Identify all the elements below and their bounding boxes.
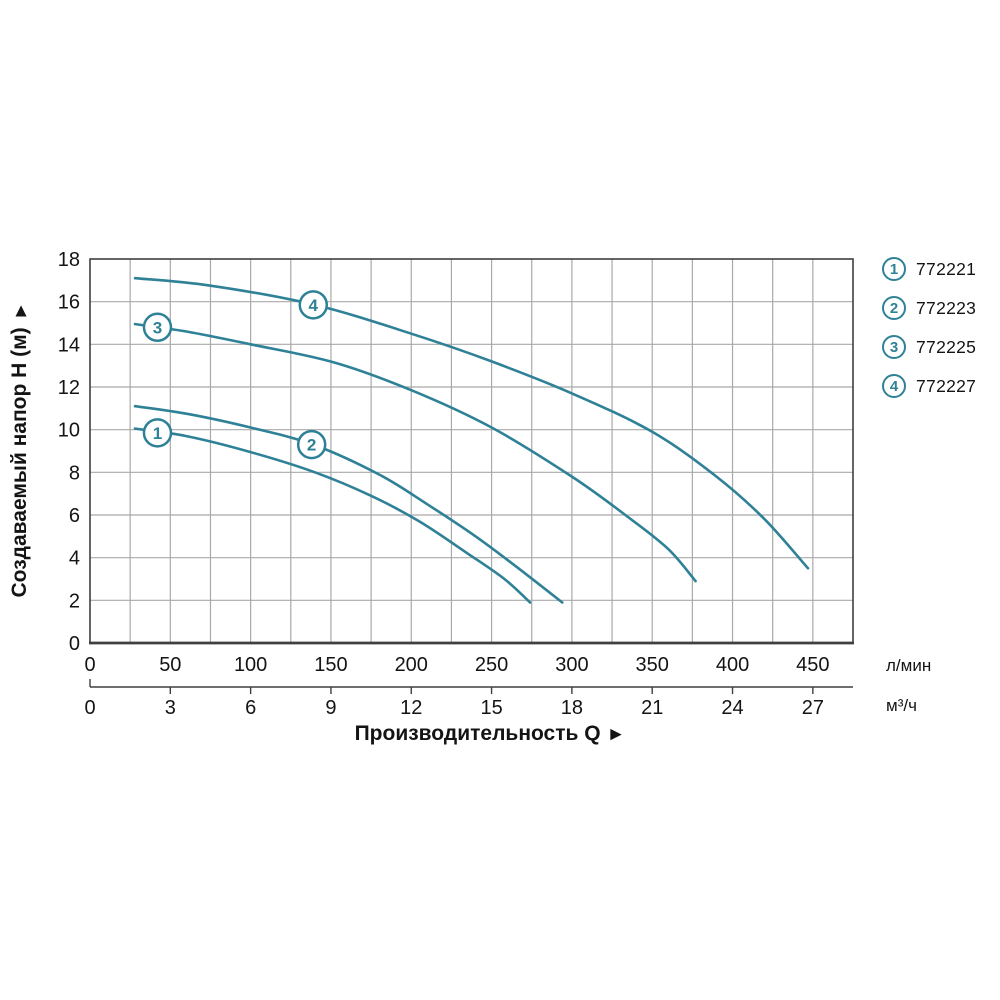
- curve-4: [133, 276, 810, 570]
- svg-text:1: 1: [153, 424, 162, 443]
- curve-badge-2: 2: [296, 429, 327, 460]
- curve-badges: 1 2 3 4: [142, 290, 329, 460]
- legend-label-2: 772223: [916, 297, 977, 318]
- legend-label-4: 772227: [916, 375, 977, 396]
- legend-label-3: 772225: [916, 336, 977, 357]
- svg-text:150: 150: [314, 654, 347, 676]
- svg-text:3: 3: [153, 318, 162, 337]
- legend-item-4: 4 772227: [882, 373, 976, 399]
- svg-text:0: 0: [69, 633, 80, 655]
- svg-text:0: 0: [84, 697, 95, 719]
- svg-text:4: 4: [309, 296, 319, 315]
- y-axis-title-text: Создаваемый напор H (м): [8, 327, 31, 598]
- curve-2: [133, 404, 564, 604]
- svg-text:10: 10: [58, 420, 80, 442]
- svg-text:8: 8: [69, 462, 80, 484]
- curves: [133, 276, 810, 604]
- legend: 1 772221 2 772223 3 772225 4 772227: [882, 256, 976, 412]
- svg-text:250: 250: [475, 654, 508, 676]
- svg-text:21: 21: [641, 697, 663, 719]
- legend-item-2: 2 772223: [882, 295, 976, 321]
- svg-text:12: 12: [400, 697, 422, 719]
- x-primary-tick-labels: 0 50 100 150 200 250 300 350 400 450: [84, 654, 829, 676]
- y-tick-labels: 0 2 4 6 8 10 12 14 16 18: [58, 249, 80, 655]
- svg-text:9: 9: [325, 697, 336, 719]
- legend-label-1: 772221: [916, 258, 977, 279]
- svg-text:24: 24: [721, 697, 743, 719]
- legend-item-1: 1 772221: [882, 256, 976, 282]
- right-arrow-icon: ►: [606, 724, 626, 745]
- svg-text:14: 14: [58, 334, 80, 356]
- x-secondary-axis: [89, 679, 853, 694]
- svg-text:50: 50: [159, 654, 181, 676]
- legend-badge-2: 2: [882, 296, 906, 320]
- curve-badge-4: 4: [298, 290, 329, 320]
- svg-text:3: 3: [165, 697, 176, 719]
- svg-text:12: 12: [58, 377, 80, 399]
- primary-unit-label: л/мин: [886, 656, 932, 675]
- svg-text:2: 2: [69, 590, 80, 612]
- y-axis-title: Создаваемый напор H (м) ▲: [8, 240, 52, 660]
- svg-text:18: 18: [561, 697, 583, 719]
- grid: [90, 259, 853, 643]
- curve-badge-1: 1: [142, 418, 173, 448]
- curve-3: [133, 322, 697, 583]
- svg-text:0: 0: [84, 654, 95, 676]
- x-axis-title: Производительность Q ►: [120, 722, 860, 746]
- curve-badge-3: 3: [142, 312, 173, 343]
- plot-border: [89, 258, 854, 645]
- curve-1: [133, 427, 532, 604]
- svg-text:300: 300: [555, 654, 588, 676]
- svg-text:18: 18: [58, 249, 80, 271]
- svg-text:27: 27: [802, 697, 824, 719]
- svg-text:6: 6: [245, 697, 256, 719]
- legend-badge-1: 1: [882, 257, 906, 281]
- legend-item-3: 3 772225: [882, 334, 976, 360]
- svg-text:100: 100: [234, 654, 267, 676]
- svg-text:2: 2: [307, 436, 316, 455]
- svg-text:400: 400: [716, 654, 749, 676]
- svg-text:15: 15: [480, 697, 502, 719]
- svg-text:6: 6: [69, 505, 80, 527]
- svg-text:350: 350: [636, 654, 669, 676]
- svg-text:200: 200: [395, 654, 428, 676]
- x-axis-title-text: Производительность Q: [354, 722, 601, 745]
- legend-badge-4: 4: [882, 374, 906, 398]
- up-arrow-icon: ▲: [11, 300, 31, 322]
- legend-badge-3: 3: [882, 335, 906, 359]
- svg-text:450: 450: [796, 654, 829, 676]
- x-secondary-tick-labels: 0 3 6 9 12 15 18 21 24 27: [84, 697, 824, 719]
- svg-text:16: 16: [58, 292, 80, 314]
- svg-text:4: 4: [69, 548, 80, 570]
- secondary-unit-label: м³/ч: [886, 696, 917, 715]
